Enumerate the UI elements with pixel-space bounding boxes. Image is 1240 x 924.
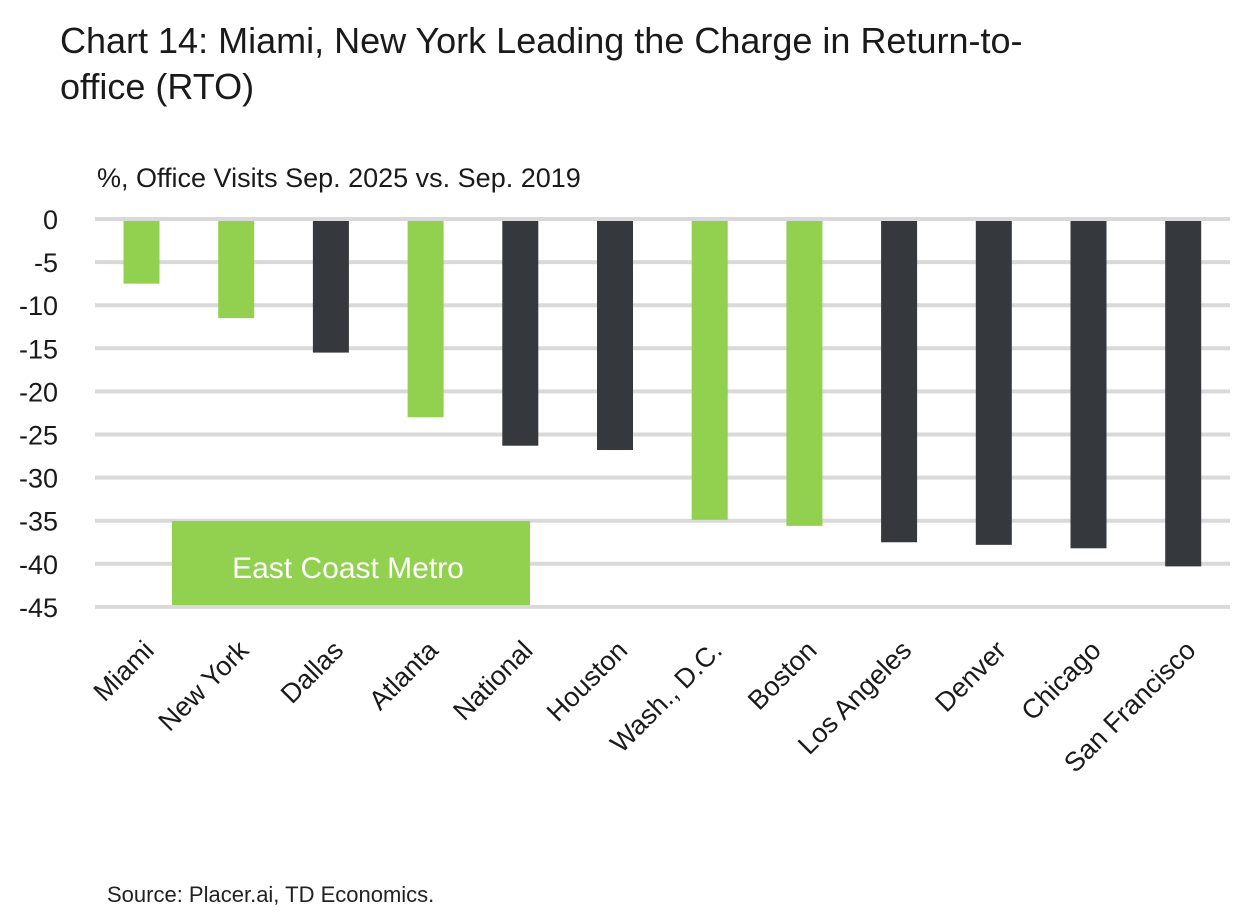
y-axis-label: %, Office Visits Sep. 2025 vs. Sep. 2019 [97, 163, 581, 193]
y-tick-label: 0 [43, 205, 58, 235]
x-tick-label: Miami [88, 635, 160, 707]
y-tick-label: -15 [19, 334, 58, 364]
chart-title: Chart 14: Miami, New York Leading the Ch… [60, 20, 1023, 107]
y-tick-label: -5 [34, 248, 58, 278]
x-tick-label: Denver [929, 635, 1012, 718]
y-tick-label: -20 [19, 377, 58, 407]
y-tick-label: -30 [19, 464, 58, 494]
x-tick-label: New York [153, 635, 255, 737]
y-tick-label: -35 [19, 507, 58, 537]
source-note: Source: Placer.ai, TD Economics. [107, 882, 435, 907]
bar-los-angeles [881, 221, 918, 543]
bar-atlanta [407, 221, 444, 418]
bar-san-francisco [1165, 221, 1202, 567]
x-tick-label: Dallas [275, 635, 349, 709]
bar-boston [786, 221, 823, 526]
bar-dallas [312, 221, 349, 353]
x-tick-label: Chicago [1015, 635, 1106, 726]
bar-national [502, 221, 539, 446]
y-tick-label: -45 [19, 593, 58, 623]
bar-miami [123, 221, 160, 284]
x-tick-label: National [447, 635, 538, 726]
bar-new-york [218, 221, 255, 319]
y-tick-label: -10 [19, 291, 58, 321]
bar-wash-d-c- [691, 221, 728, 520]
bar-denver [975, 221, 1012, 545]
bar-houston [597, 221, 633, 451]
legend-swatch [172, 521, 530, 605]
y-tick-label: -40 [19, 550, 58, 580]
bar-chicago [1070, 221, 1107, 549]
x-tick-label: Boston [742, 635, 823, 716]
y-tick-label: -25 [19, 421, 58, 451]
legend-label: East Coast Metro [232, 552, 464, 585]
x-tick-label: Atlanta [363, 634, 444, 715]
x-tick-label: Houston [541, 635, 633, 727]
